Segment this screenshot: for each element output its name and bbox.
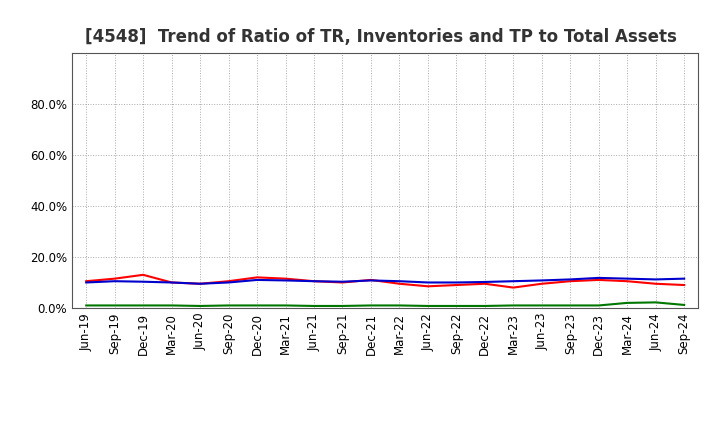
Inventories <box>310 279 318 284</box>
Trade Receivables <box>139 272 148 278</box>
Trade Receivables <box>652 281 660 286</box>
Inventories <box>652 277 660 282</box>
Text: [4548]  Trend of Ratio of TR, Inventories and TP to Total Assets: [4548] Trend of Ratio of TR, Inventories… <box>84 28 676 46</box>
Trade Receivables <box>623 279 631 284</box>
Trade Receivables <box>680 282 688 288</box>
Trade Receivables <box>82 279 91 284</box>
Trade Receivables <box>310 279 318 284</box>
Line: Inventories: Inventories <box>86 278 684 284</box>
Inventories <box>423 280 432 285</box>
Inventories <box>110 279 119 284</box>
Trade Payables <box>537 303 546 308</box>
Trade Receivables <box>225 279 233 284</box>
Inventories <box>196 281 204 286</box>
Trade Receivables <box>480 281 489 286</box>
Trade Payables <box>680 302 688 308</box>
Trade Payables <box>338 303 347 308</box>
Trade Payables <box>595 303 603 308</box>
Trade Receivables <box>395 281 404 286</box>
Trade Payables <box>652 300 660 305</box>
Trade Payables <box>623 300 631 305</box>
Trade Receivables <box>566 279 575 284</box>
Inventories <box>82 280 91 285</box>
Trade Receivables <box>595 277 603 282</box>
Inventories <box>680 276 688 281</box>
Trade Payables <box>395 303 404 308</box>
Trade Receivables <box>196 281 204 286</box>
Trade Receivables <box>366 277 375 282</box>
Inventories <box>452 280 461 285</box>
Trade Receivables <box>167 280 176 285</box>
Line: Trade Receivables: Trade Receivables <box>86 275 684 288</box>
Inventories <box>509 279 518 284</box>
Inventories <box>282 278 290 283</box>
Trade Payables <box>310 303 318 308</box>
Trade Receivables <box>282 276 290 281</box>
Trade Payables <box>566 303 575 308</box>
Inventories <box>225 280 233 285</box>
Trade Payables <box>509 303 518 308</box>
Inventories <box>253 277 261 282</box>
Inventories <box>595 275 603 281</box>
Inventories <box>338 279 347 284</box>
Trade Receivables <box>537 281 546 286</box>
Trade Payables <box>282 303 290 308</box>
Trade Payables <box>139 303 148 308</box>
Inventories <box>139 279 148 284</box>
Trade Payables <box>110 303 119 308</box>
Inventories <box>167 280 176 285</box>
Trade Payables <box>452 303 461 308</box>
Trade Payables <box>366 303 375 308</box>
Trade Receivables <box>338 280 347 285</box>
Inventories <box>537 278 546 283</box>
Trade Payables <box>82 303 91 308</box>
Line: Trade Payables: Trade Payables <box>86 302 684 306</box>
Trade Receivables <box>452 282 461 288</box>
Trade Payables <box>167 303 176 308</box>
Trade Receivables <box>253 275 261 280</box>
Trade Payables <box>423 303 432 308</box>
Trade Payables <box>480 303 489 308</box>
Inventories <box>366 278 375 283</box>
Trade Payables <box>253 303 261 308</box>
Trade Receivables <box>423 284 432 289</box>
Trade Receivables <box>509 285 518 290</box>
Trade Receivables <box>110 276 119 281</box>
Trade Payables <box>196 303 204 308</box>
Inventories <box>395 279 404 284</box>
Inventories <box>623 276 631 281</box>
Inventories <box>566 277 575 282</box>
Inventories <box>480 279 489 285</box>
Trade Payables <box>225 303 233 308</box>
